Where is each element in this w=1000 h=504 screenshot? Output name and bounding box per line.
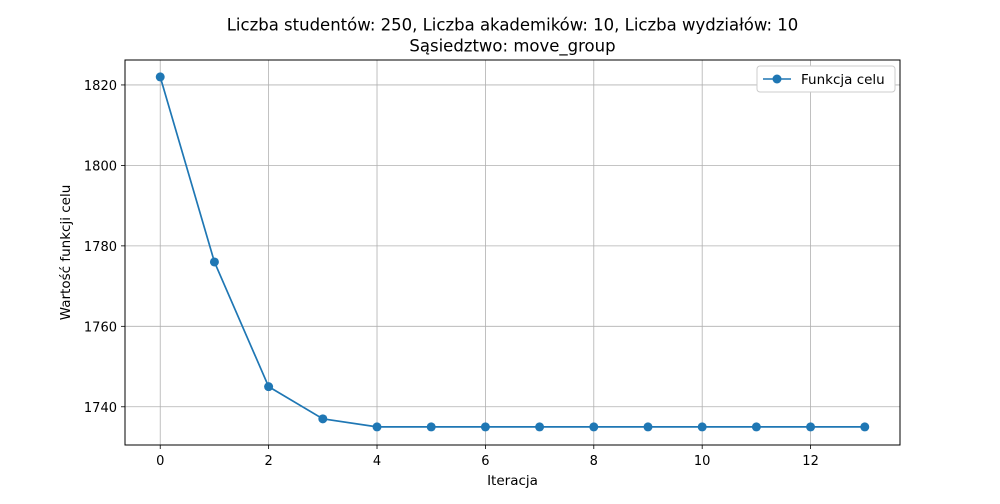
y-tick-label: 1780: [84, 240, 117, 255]
x-tick-label: 8: [590, 454, 598, 469]
data-point: [426, 422, 436, 432]
data-point: [806, 422, 816, 432]
chart-title: Liczba studentów: 250, Liczba akademików…: [227, 16, 799, 35]
legend-box: [756, 65, 896, 93]
data-point: [751, 422, 761, 432]
data-point: [697, 422, 707, 432]
data-point: [318, 414, 328, 424]
data-point: [643, 422, 653, 432]
x-axis-label: Iteracja: [487, 473, 538, 489]
y-tick-label: 1800: [84, 159, 117, 174]
y-tick-label: 1740: [84, 401, 117, 416]
x-tick-label: 0: [156, 454, 164, 469]
series-layer: [155, 72, 870, 432]
x-tick-label: 2: [264, 454, 272, 469]
data-point: [589, 422, 599, 432]
chart-subtitle: Sąsiedztwo: move_group: [409, 37, 615, 57]
x-tick-label: 10: [694, 454, 711, 469]
data-point: [264, 382, 274, 392]
legend-label: Funkcja celu: [801, 72, 885, 88]
x-tick-label: 6: [481, 454, 489, 469]
data-point: [480, 422, 490, 432]
x-tick-label: 4: [373, 454, 381, 469]
data-point: [209, 257, 219, 267]
data-point: [372, 422, 382, 432]
grid: [125, 60, 900, 445]
x-tick-label: 12: [802, 454, 819, 469]
y-axis-label: Wartość funkcji celu: [58, 185, 74, 321]
legend: Funkcja celu: [756, 65, 896, 93]
data-point: [155, 72, 165, 82]
data-point: [860, 422, 870, 432]
plot-frame: [124, 59, 901, 446]
data-point: [535, 422, 545, 432]
legend-marker: [772, 74, 782, 84]
axis-ticks: 0 2 4 6 8 10 12 1740 1760 1780 1800 1820: [84, 79, 819, 469]
y-tick-label: 1760: [84, 320, 117, 335]
y-tick-label: 1820: [84, 79, 117, 94]
series-line: [159, 76, 865, 428]
